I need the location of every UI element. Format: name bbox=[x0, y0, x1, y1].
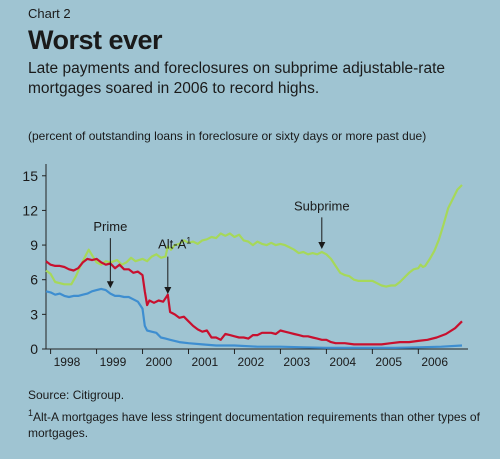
footnote: 1Alt-A mortgages have less stringent doc… bbox=[28, 405, 483, 441]
footnote-text: Alt-A mortgages have less stringent docu… bbox=[28, 410, 480, 440]
unit-note: (percent of outstanding loans in foreclo… bbox=[28, 129, 427, 143]
series-line-alt_a bbox=[45, 257, 463, 346]
annotation-alt_a-arrowhead bbox=[164, 287, 172, 295]
annotation-alt_a-label: Alt-A1 bbox=[158, 236, 191, 252]
x-tick-label: 1999 bbox=[100, 355, 127, 369]
x-tick-label: 1998 bbox=[54, 355, 81, 369]
series-line-subprime bbox=[45, 184, 463, 288]
y-tick-label: 6 bbox=[30, 272, 38, 288]
series-lines bbox=[45, 184, 463, 349]
x-tick-label: 2002 bbox=[237, 355, 264, 369]
chart-number: Chart 2 bbox=[28, 6, 71, 21]
series-line-prime bbox=[45, 287, 463, 349]
x-tick-label: 2003 bbox=[283, 355, 310, 369]
x-tick-label: 2000 bbox=[146, 355, 173, 369]
chart-title: Worst ever bbox=[28, 25, 163, 55]
axes: 0 3 6 9 12 15 1998 1999 2000 2001 2002 2003 2004 2005… bbox=[22, 164, 468, 369]
y-tick-label: 15 bbox=[22, 168, 38, 184]
x-tick-label: 2005 bbox=[375, 355, 402, 369]
y-tick-label: 3 bbox=[30, 306, 38, 322]
annotation-subprime-arrowhead bbox=[318, 241, 326, 249]
chart-subtitle: Late payments and foreclosures on subpri… bbox=[28, 60, 446, 97]
annotation-prime-arrowhead bbox=[106, 281, 114, 289]
x-tick-label: 2001 bbox=[191, 355, 218, 369]
y-tick-label: 9 bbox=[30, 237, 38, 253]
source-note: Source: Citigroup. bbox=[28, 388, 125, 402]
x-tick-label: 2004 bbox=[329, 355, 356, 369]
x-tick-label: 2006 bbox=[421, 355, 448, 369]
annotation-subprime-label: Subprime bbox=[294, 198, 350, 213]
y-tick-label: 12 bbox=[22, 202, 38, 218]
y-tick-label: 0 bbox=[30, 341, 38, 357]
annotations: Prime Alt-A1 Subprime bbox=[93, 198, 350, 295]
annotation-prime-label: Prime bbox=[93, 219, 127, 234]
footnote-marker: 1 bbox=[28, 408, 34, 418]
